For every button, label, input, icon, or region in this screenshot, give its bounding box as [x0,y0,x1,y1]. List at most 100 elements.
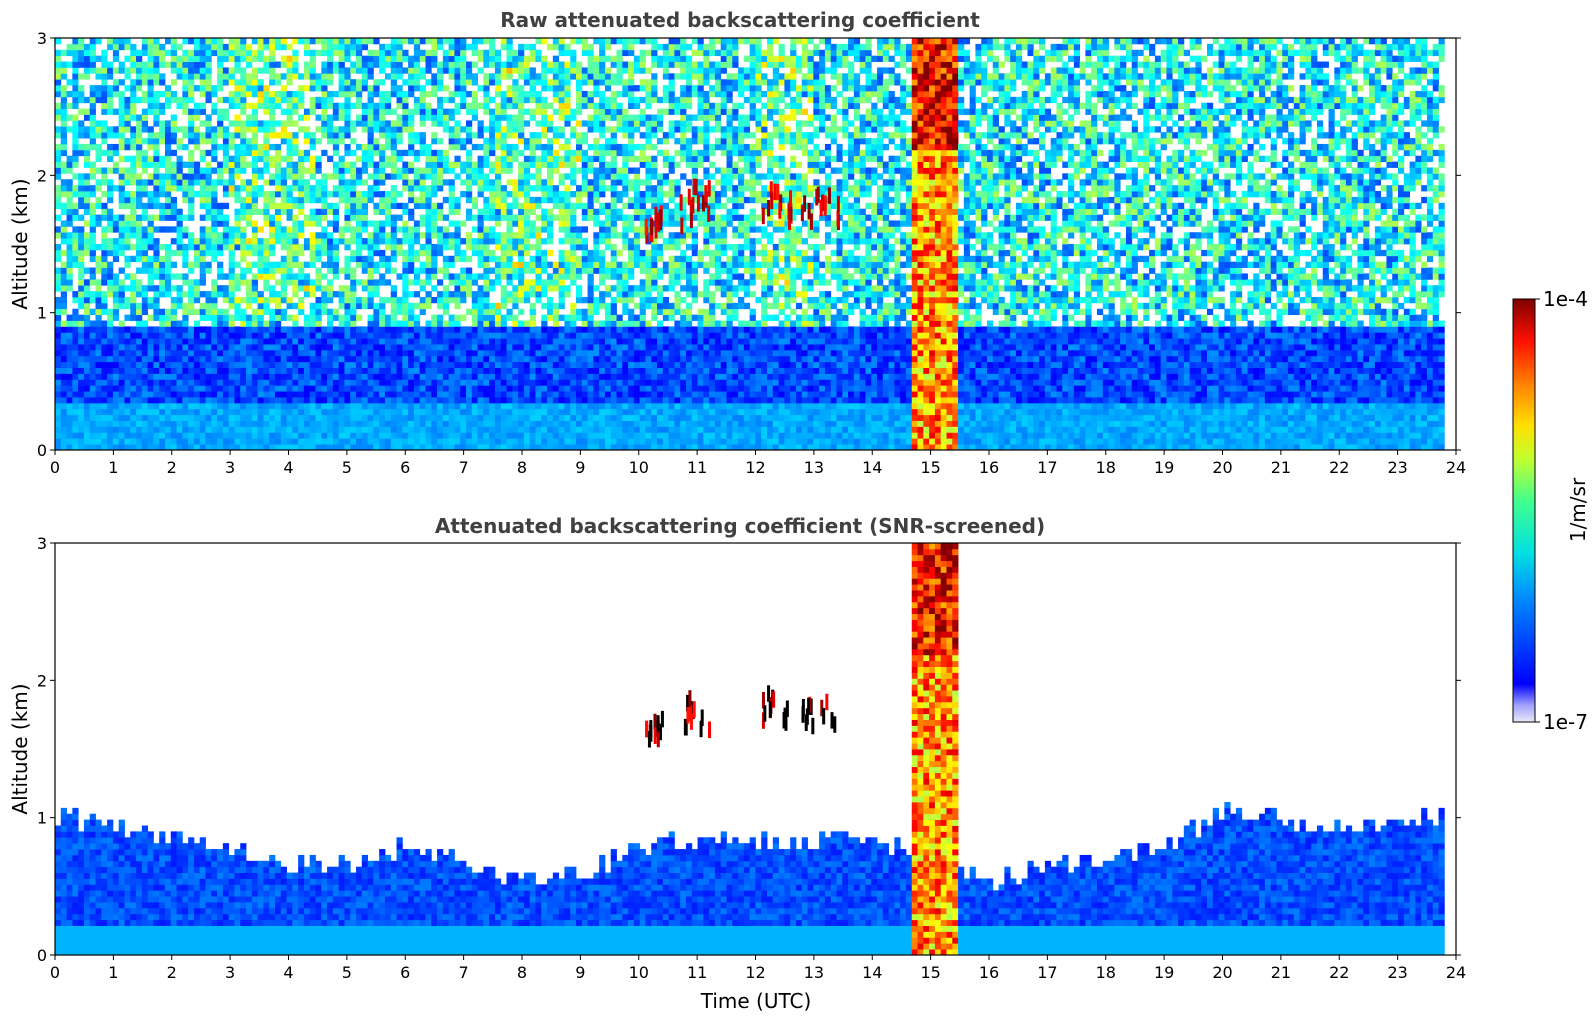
heatmap-cell [182,179,189,186]
heatmap-cell [112,279,120,286]
heatmap-cell [535,397,542,404]
heatmap-cell [107,226,114,233]
heatmap-cell [442,397,450,404]
heatmap-cell [55,114,62,121]
heatmap-cell [471,143,478,151]
heatmap-cell [344,332,351,339]
heatmap-cell [535,55,542,62]
heatmap-cell [130,285,137,292]
heatmap-cell [454,355,461,363]
heatmap-cell [95,379,102,386]
heatmap-cell [66,196,73,204]
heatmap-cell [384,432,392,439]
heatmap-cell [356,102,363,110]
heatmap-cell [547,214,554,221]
heatmap-cell [512,361,519,368]
heatmap-cell [141,155,149,162]
heatmap-cell [419,49,426,57]
heatmap-cell [500,244,507,251]
heatmap-cell [356,385,363,392]
heatmap-cell [309,438,316,445]
heatmap-cell [419,108,426,115]
heatmap-cell [315,267,322,274]
heatmap-cell [338,61,345,68]
heatmap-cell [489,397,496,404]
heatmap-cell [547,367,554,374]
heatmap-cell [112,249,120,257]
heatmap-cell [303,179,311,186]
heatmap-cell [286,90,293,98]
heatmap-cell [66,402,73,410]
heatmap-cell [547,167,554,174]
heatmap-cell [222,167,230,174]
heatmap-cell [112,296,120,304]
heatmap-cell [257,126,264,133]
heatmap-cell [141,261,149,268]
heatmap-cell [494,208,502,215]
heatmap-cell [170,132,177,139]
heatmap-cell [396,114,403,121]
heatmap-cell [222,161,230,168]
heatmap-cell [164,349,172,357]
heatmap-cell [147,432,154,439]
heatmap-cell [460,143,467,151]
heatmap-cell [89,208,96,215]
heatmap-cell [217,361,224,368]
heatmap-cell [437,414,444,421]
heatmap-cell [529,408,536,416]
heatmap-cell [136,143,143,151]
heatmap-cell [257,373,264,380]
heatmap-cell [274,279,282,286]
heatmap-cell [408,132,415,139]
heatmap-cell [107,155,114,162]
heatmap-cell [471,244,478,251]
heatmap-cell [390,314,397,321]
heatmap-cell [269,120,276,127]
heatmap-cell [89,161,96,168]
heatmap-cell [240,185,247,192]
heatmap-cell [274,102,282,110]
heatmap-cell [66,344,73,351]
heatmap-cell [523,432,531,439]
heatmap-cell [83,143,91,151]
heatmap-cell [170,120,177,127]
heatmap-cell [309,67,316,74]
heatmap-cell [112,402,120,410]
heatmap-cell [483,285,490,292]
heatmap-cell [512,314,519,321]
heatmap-cell [228,273,235,280]
heatmap-cell [269,338,276,345]
heatmap-cell [390,173,397,180]
heatmap-cell [332,108,340,115]
heatmap-cell [159,338,166,345]
heatmap-cell [89,279,96,286]
heatmap-cell [124,420,131,427]
heatmap-cell [205,308,212,316]
heatmap-cell [89,273,96,280]
heatmap-cell [413,102,421,110]
heatmap-cell [512,244,519,251]
heatmap-cell [321,355,328,363]
heatmap-cell [78,391,85,398]
heatmap-cell [356,420,363,427]
heatmap-cell [477,38,484,45]
heatmap-cell [512,367,519,374]
heatmap-cell [130,232,137,239]
heatmap-cell [205,249,212,257]
heatmap-cell [246,296,253,304]
heatmap-cell [292,149,299,157]
heatmap-cell [141,296,149,304]
heatmap-cell [390,143,397,151]
heatmap-cell [321,43,328,51]
heatmap-cell [413,55,421,62]
heatmap-cell [506,291,513,298]
heatmap-cell [286,373,293,380]
heatmap-cell [55,167,62,174]
heatmap-cell [494,279,502,286]
heatmap-cell [541,332,548,339]
heatmap-cell [217,202,224,210]
heatmap-cell [101,296,108,304]
heatmap-cell [263,308,270,316]
heatmap-cell [95,408,102,416]
heatmap-cell [72,214,79,221]
